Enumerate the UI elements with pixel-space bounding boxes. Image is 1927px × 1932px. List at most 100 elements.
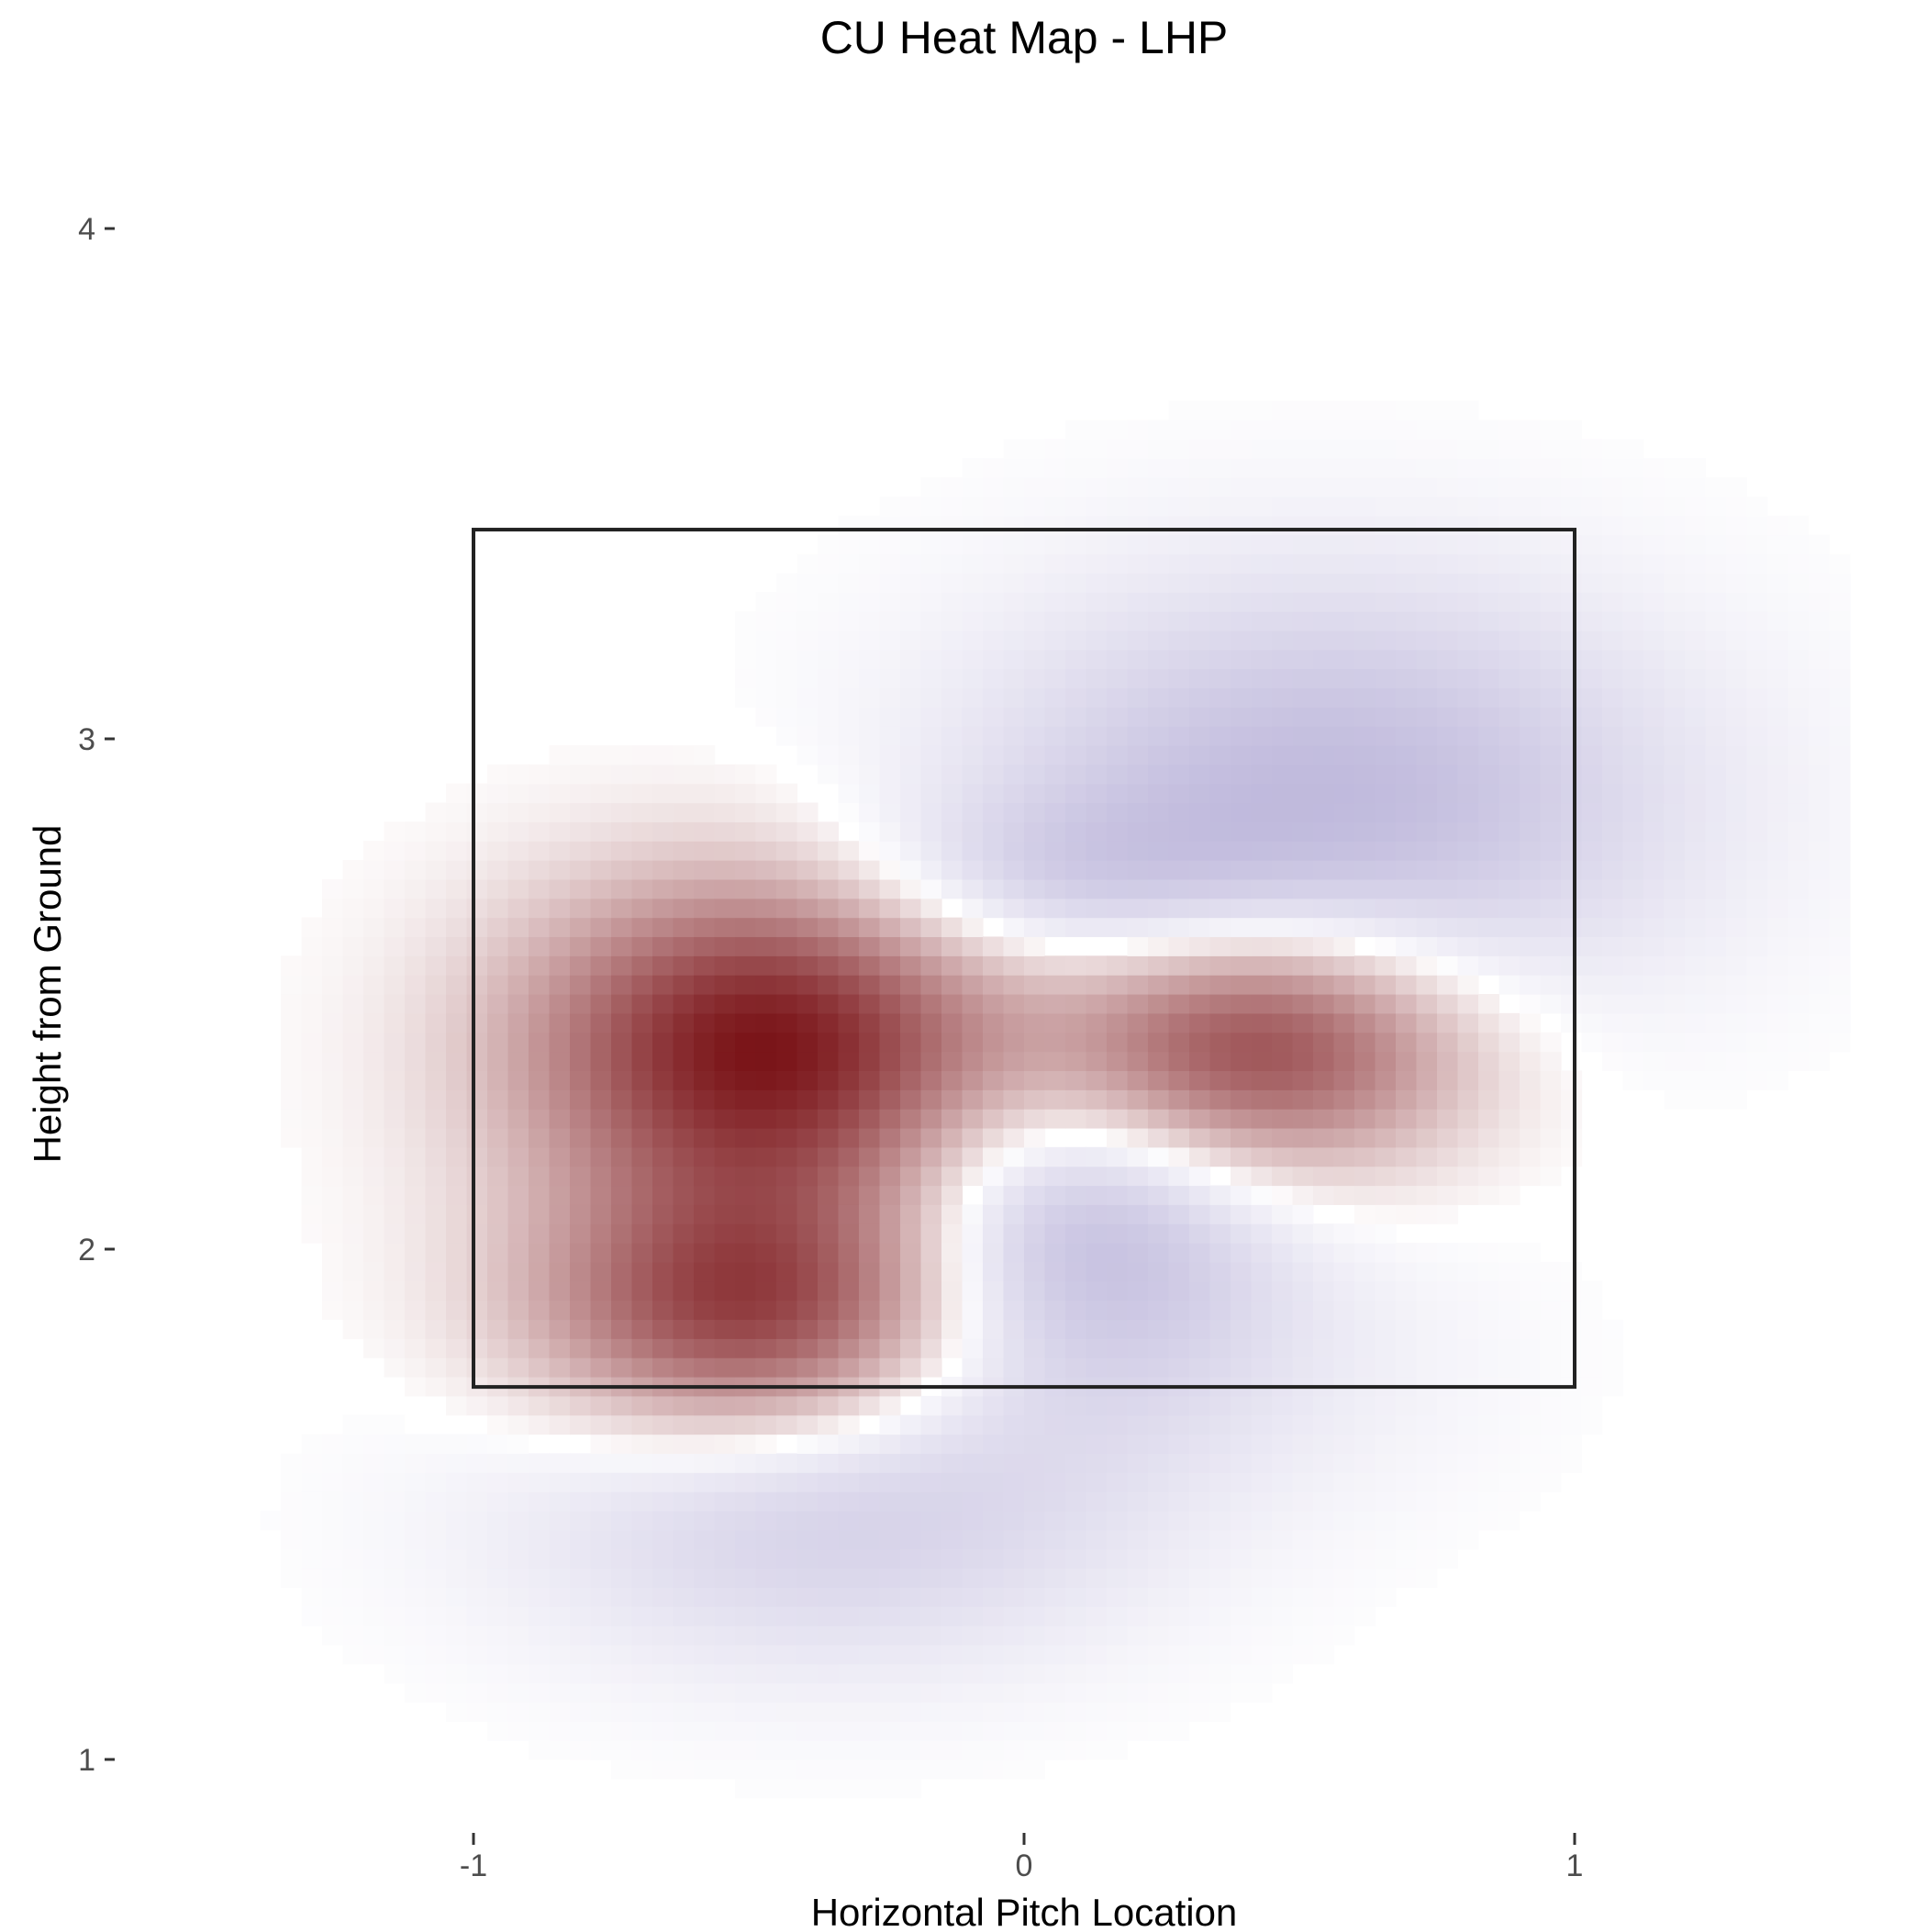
heatmap-cell — [1375, 1587, 1397, 1607]
heatmap-cell — [487, 975, 509, 995]
heatmap-cell — [1437, 496, 1459, 517]
heatmap-cell — [879, 707, 901, 727]
heatmap-cell — [1272, 802, 1294, 822]
heatmap-cell — [1333, 1223, 1355, 1244]
heatmap-cell — [405, 975, 427, 995]
heatmap-cell — [838, 611, 860, 631]
heatmap-cell — [1746, 860, 1768, 880]
heatmap-cell — [1313, 630, 1335, 651]
heatmap-cell — [900, 1529, 922, 1550]
heatmap-cell — [694, 744, 716, 765]
heatmap-cell — [301, 1548, 323, 1569]
heatmap-cell — [755, 821, 777, 842]
y-tick-label: 4 — [78, 212, 95, 247]
heatmap-cell — [673, 1109, 695, 1129]
heatmap-cell — [962, 1089, 984, 1110]
heatmap-cell — [755, 1721, 777, 1741]
heatmap-cell — [1251, 1261, 1273, 1282]
heatmap-cell — [1416, 419, 1438, 440]
heatmap-cell — [405, 1548, 427, 1569]
heatmap-cell — [1148, 439, 1170, 459]
heatmap-cell — [529, 1127, 551, 1148]
heatmap-cell — [1829, 630, 1851, 651]
heatmap-cell — [1272, 1357, 1294, 1378]
heatmap-cell — [1726, 668, 1748, 688]
heatmap-cell — [1561, 821, 1583, 842]
heatmap-cell — [838, 878, 860, 899]
heatmap-cell — [1024, 1243, 1046, 1263]
heatmap-cell — [714, 1243, 736, 1263]
heatmap-cell — [1457, 534, 1479, 555]
heatmap-cell — [920, 1453, 942, 1473]
heatmap-cell — [1622, 841, 1644, 861]
heatmap-cell — [755, 1644, 777, 1665]
heatmap-cell — [859, 1089, 881, 1110]
heatmap-cell — [570, 1721, 592, 1741]
heatmap-cell — [1168, 707, 1190, 727]
heatmap-cell — [1581, 534, 1603, 555]
heatmap-cell — [1705, 898, 1727, 919]
heatmap-cell — [446, 1702, 468, 1722]
heatmap-cell — [1003, 898, 1025, 919]
heatmap-cell — [714, 1300, 736, 1321]
heatmap-cell — [487, 936, 509, 956]
heatmap-cell — [859, 1243, 881, 1263]
heatmap-cell — [1003, 1089, 1025, 1110]
heatmap-cell — [1457, 860, 1479, 880]
heatmap-cell — [1809, 592, 1831, 612]
heatmap-cell — [1292, 630, 1314, 651]
heatmap-cell — [1622, 707, 1644, 727]
heatmap-cell — [1024, 1606, 1046, 1626]
heatmap-cell — [673, 1644, 695, 1665]
heatmap-cell — [1272, 1223, 1294, 1244]
heatmap-cell — [838, 1702, 860, 1722]
heatmap-cell — [1416, 975, 1438, 995]
heatmap-cell — [714, 1702, 736, 1722]
heatmap-cell — [466, 975, 488, 995]
heatmap-cell — [735, 1778, 757, 1799]
heatmap-cell — [1520, 1243, 1542, 1263]
heatmap-cell — [776, 1548, 798, 1569]
heatmap-cell — [1086, 1089, 1108, 1110]
heatmap-cell — [818, 955, 840, 976]
heatmap-cell — [694, 1243, 716, 1263]
heatmap-cell — [549, 1185, 571, 1205]
heatmap-cell — [1065, 477, 1087, 497]
heatmap-cell — [1065, 1032, 1087, 1053]
heatmap-cell — [1375, 860, 1397, 880]
heatmap-cell — [1540, 878, 1562, 899]
heatmap-cell — [1127, 458, 1149, 478]
heatmap-cell — [1086, 707, 1108, 727]
heatmap-cell — [1602, 841, 1624, 861]
heatmap-cell — [529, 1319, 551, 1339]
heatmap-cell — [694, 1395, 716, 1416]
heatmap-cell — [1003, 1682, 1025, 1703]
heatmap-cell — [941, 1625, 964, 1646]
heatmap-cell — [1478, 1414, 1500, 1435]
heatmap-cell — [1189, 1587, 1211, 1607]
heatmap-cell — [776, 1529, 798, 1550]
heatmap-cell — [549, 1625, 571, 1646]
heatmap-cell — [1396, 534, 1418, 555]
heatmap-cell — [735, 1338, 757, 1358]
heatmap-cell — [1396, 649, 1418, 670]
heatmap-cell — [1478, 1012, 1500, 1033]
heatmap-cell — [549, 1529, 571, 1550]
heatmap-cell — [1231, 726, 1253, 746]
heatmap-cell — [1809, 611, 1831, 631]
heatmap-cell — [1478, 496, 1500, 517]
heatmap-cell — [941, 1682, 964, 1703]
heatmap-cell — [652, 1606, 674, 1626]
heatmap-cell — [1189, 1453, 1211, 1473]
heatmap-cell — [1168, 878, 1190, 899]
heatmap-cell — [962, 1070, 984, 1090]
heatmap-cell — [796, 1587, 819, 1607]
heatmap-cell — [1498, 783, 1520, 804]
heatmap-cell — [301, 1032, 323, 1053]
heatmap-cell — [1231, 1127, 1253, 1148]
heatmap-cell — [1520, 1338, 1542, 1358]
heatmap-cell — [983, 1051, 1005, 1071]
heatmap-cell — [1272, 534, 1294, 555]
heatmap-cell — [1003, 687, 1025, 708]
heatmap-cell — [735, 1032, 757, 1053]
